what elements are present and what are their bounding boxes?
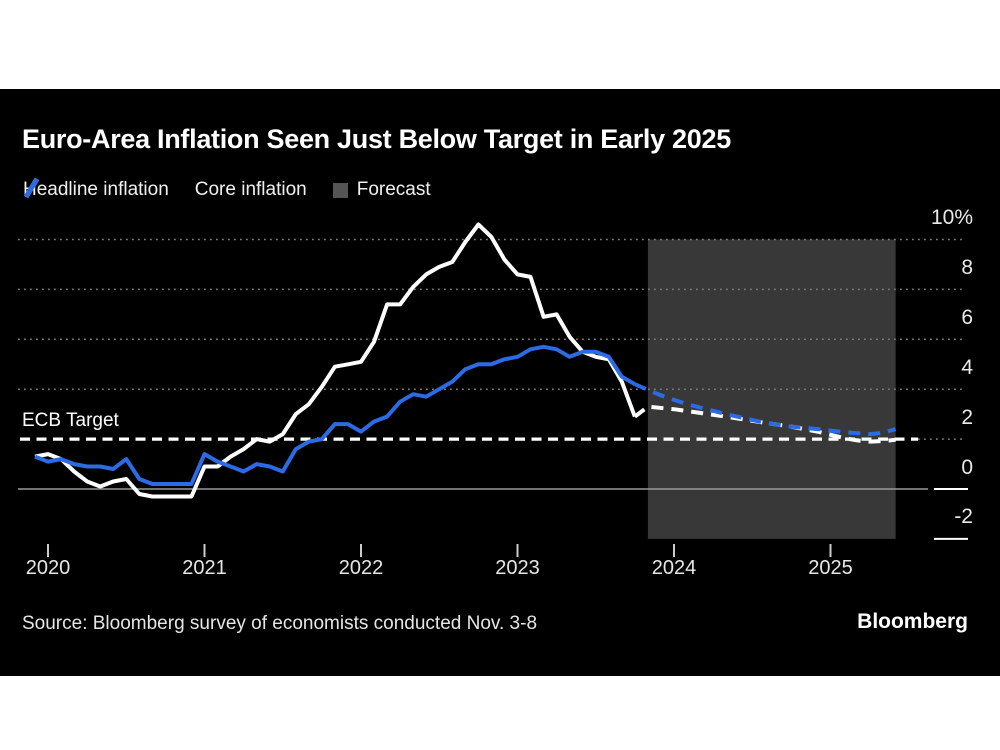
- y-axis-label: 8: [961, 255, 973, 279]
- chart-title: Euro-Area Inflation Seen Just Below Targ…: [22, 124, 731, 154]
- x-axis-label: 2022: [338, 557, 384, 579]
- y-axis-label: 2: [961, 405, 973, 429]
- x-axis-label: 2020: [25, 557, 71, 579]
- x-axis-label: 2021: [182, 557, 227, 579]
- core-forecast-line: [634, 382, 897, 437]
- x-axis-label: 2023: [495, 557, 540, 579]
- legend-item-forecast: Forecast: [332, 179, 431, 201]
- y-axis-label: 10%: [930, 206, 973, 229]
- forecast-swatch-icon: [332, 182, 348, 198]
- source-note: Source: Bloomberg survey of economists c…: [22, 613, 538, 634]
- legend: Headline inflation Core inflation Foreca…: [23, 176, 431, 204]
- y-axis-label: 6: [961, 305, 973, 329]
- legend-label-headline: Headline inflation: [23, 179, 169, 200]
- legend-item-core: Core inflation: [23, 177, 307, 201]
- core-line-swatch-icon: [23, 177, 40, 199]
- y-axis-label: -2: [954, 505, 973, 529]
- ecb-target-annotation: ECB Target: [22, 410, 119, 431]
- legend-label-forecast: Forecast: [356, 179, 431, 200]
- headline-line: [34, 222, 637, 499]
- legend-label-core: Core inflation: [194, 179, 307, 200]
- x-axis-label: 2024: [651, 557, 697, 579]
- x-axis-label: 2025: [808, 557, 853, 579]
- y-axis-label: 4: [961, 355, 973, 379]
- y-axis-label: 0: [961, 455, 973, 479]
- core-line: [34, 344, 636, 486]
- legend-item-headline: Headline inflation: [23, 177, 169, 201]
- bloomberg-logo: Bloomberg: [857, 610, 968, 633]
